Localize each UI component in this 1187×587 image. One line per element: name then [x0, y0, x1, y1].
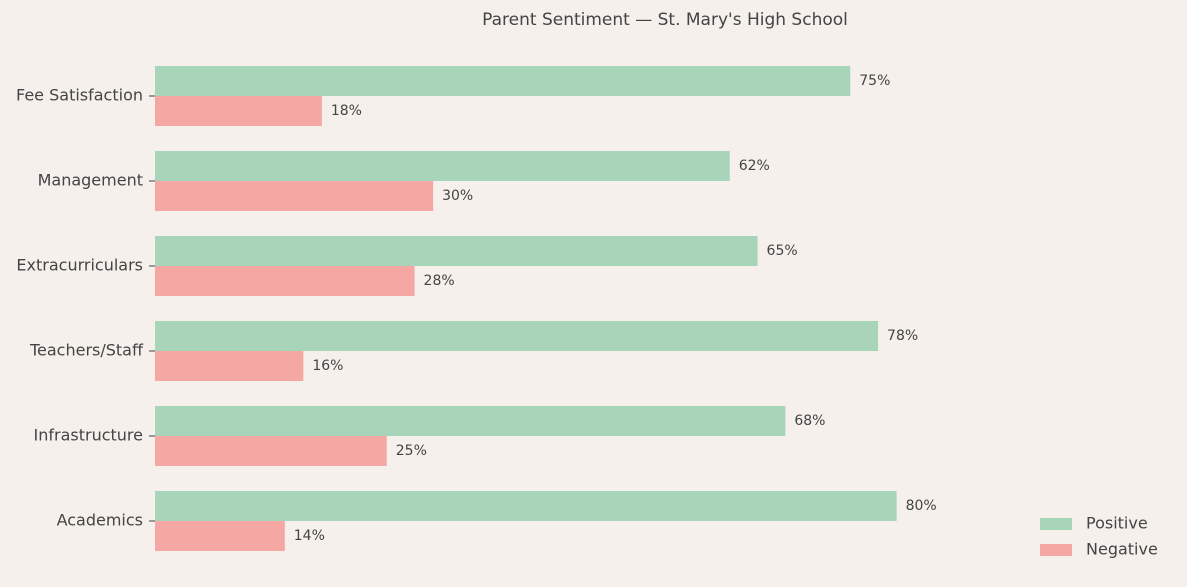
legend-swatch — [1040, 544, 1072, 556]
chart-title: Parent Sentiment — St. Mary's High Schoo… — [482, 10, 848, 30]
value-label: 25% — [396, 443, 427, 459]
bar — [155, 96, 322, 126]
value-label: 78% — [887, 328, 918, 344]
value-label: 18% — [331, 103, 362, 119]
bar — [155, 491, 897, 521]
value-label: 80% — [906, 498, 937, 514]
y-tick-label: Extracurriculars — [16, 256, 143, 275]
bar — [155, 66, 851, 96]
bar — [155, 236, 758, 266]
bar — [155, 521, 285, 551]
legend-label: Negative — [1086, 540, 1158, 559]
value-label: 68% — [794, 413, 825, 429]
y-tick-label: Fee Satisfaction — [16, 86, 143, 105]
value-label: 16% — [312, 358, 343, 374]
bar — [155, 351, 304, 381]
value-label: 30% — [442, 188, 473, 204]
bar — [155, 181, 434, 211]
bar — [155, 436, 387, 466]
legend-swatch — [1040, 518, 1072, 530]
bar — [155, 406, 786, 436]
y-tick-label: Management — [38, 171, 143, 190]
value-label: 65% — [767, 243, 798, 259]
bar — [155, 321, 879, 351]
legend-label: Positive — [1086, 514, 1148, 533]
value-label: 62% — [739, 158, 770, 174]
value-label: 14% — [294, 528, 325, 544]
bar — [155, 266, 415, 296]
y-tick-label: Academics — [57, 511, 143, 530]
value-label: 75% — [859, 73, 890, 89]
value-label: 28% — [424, 273, 455, 289]
bar — [155, 151, 730, 181]
y-tick-label: Teachers/Staff — [29, 341, 144, 360]
y-tick-label: Infrastructure — [34, 426, 143, 445]
